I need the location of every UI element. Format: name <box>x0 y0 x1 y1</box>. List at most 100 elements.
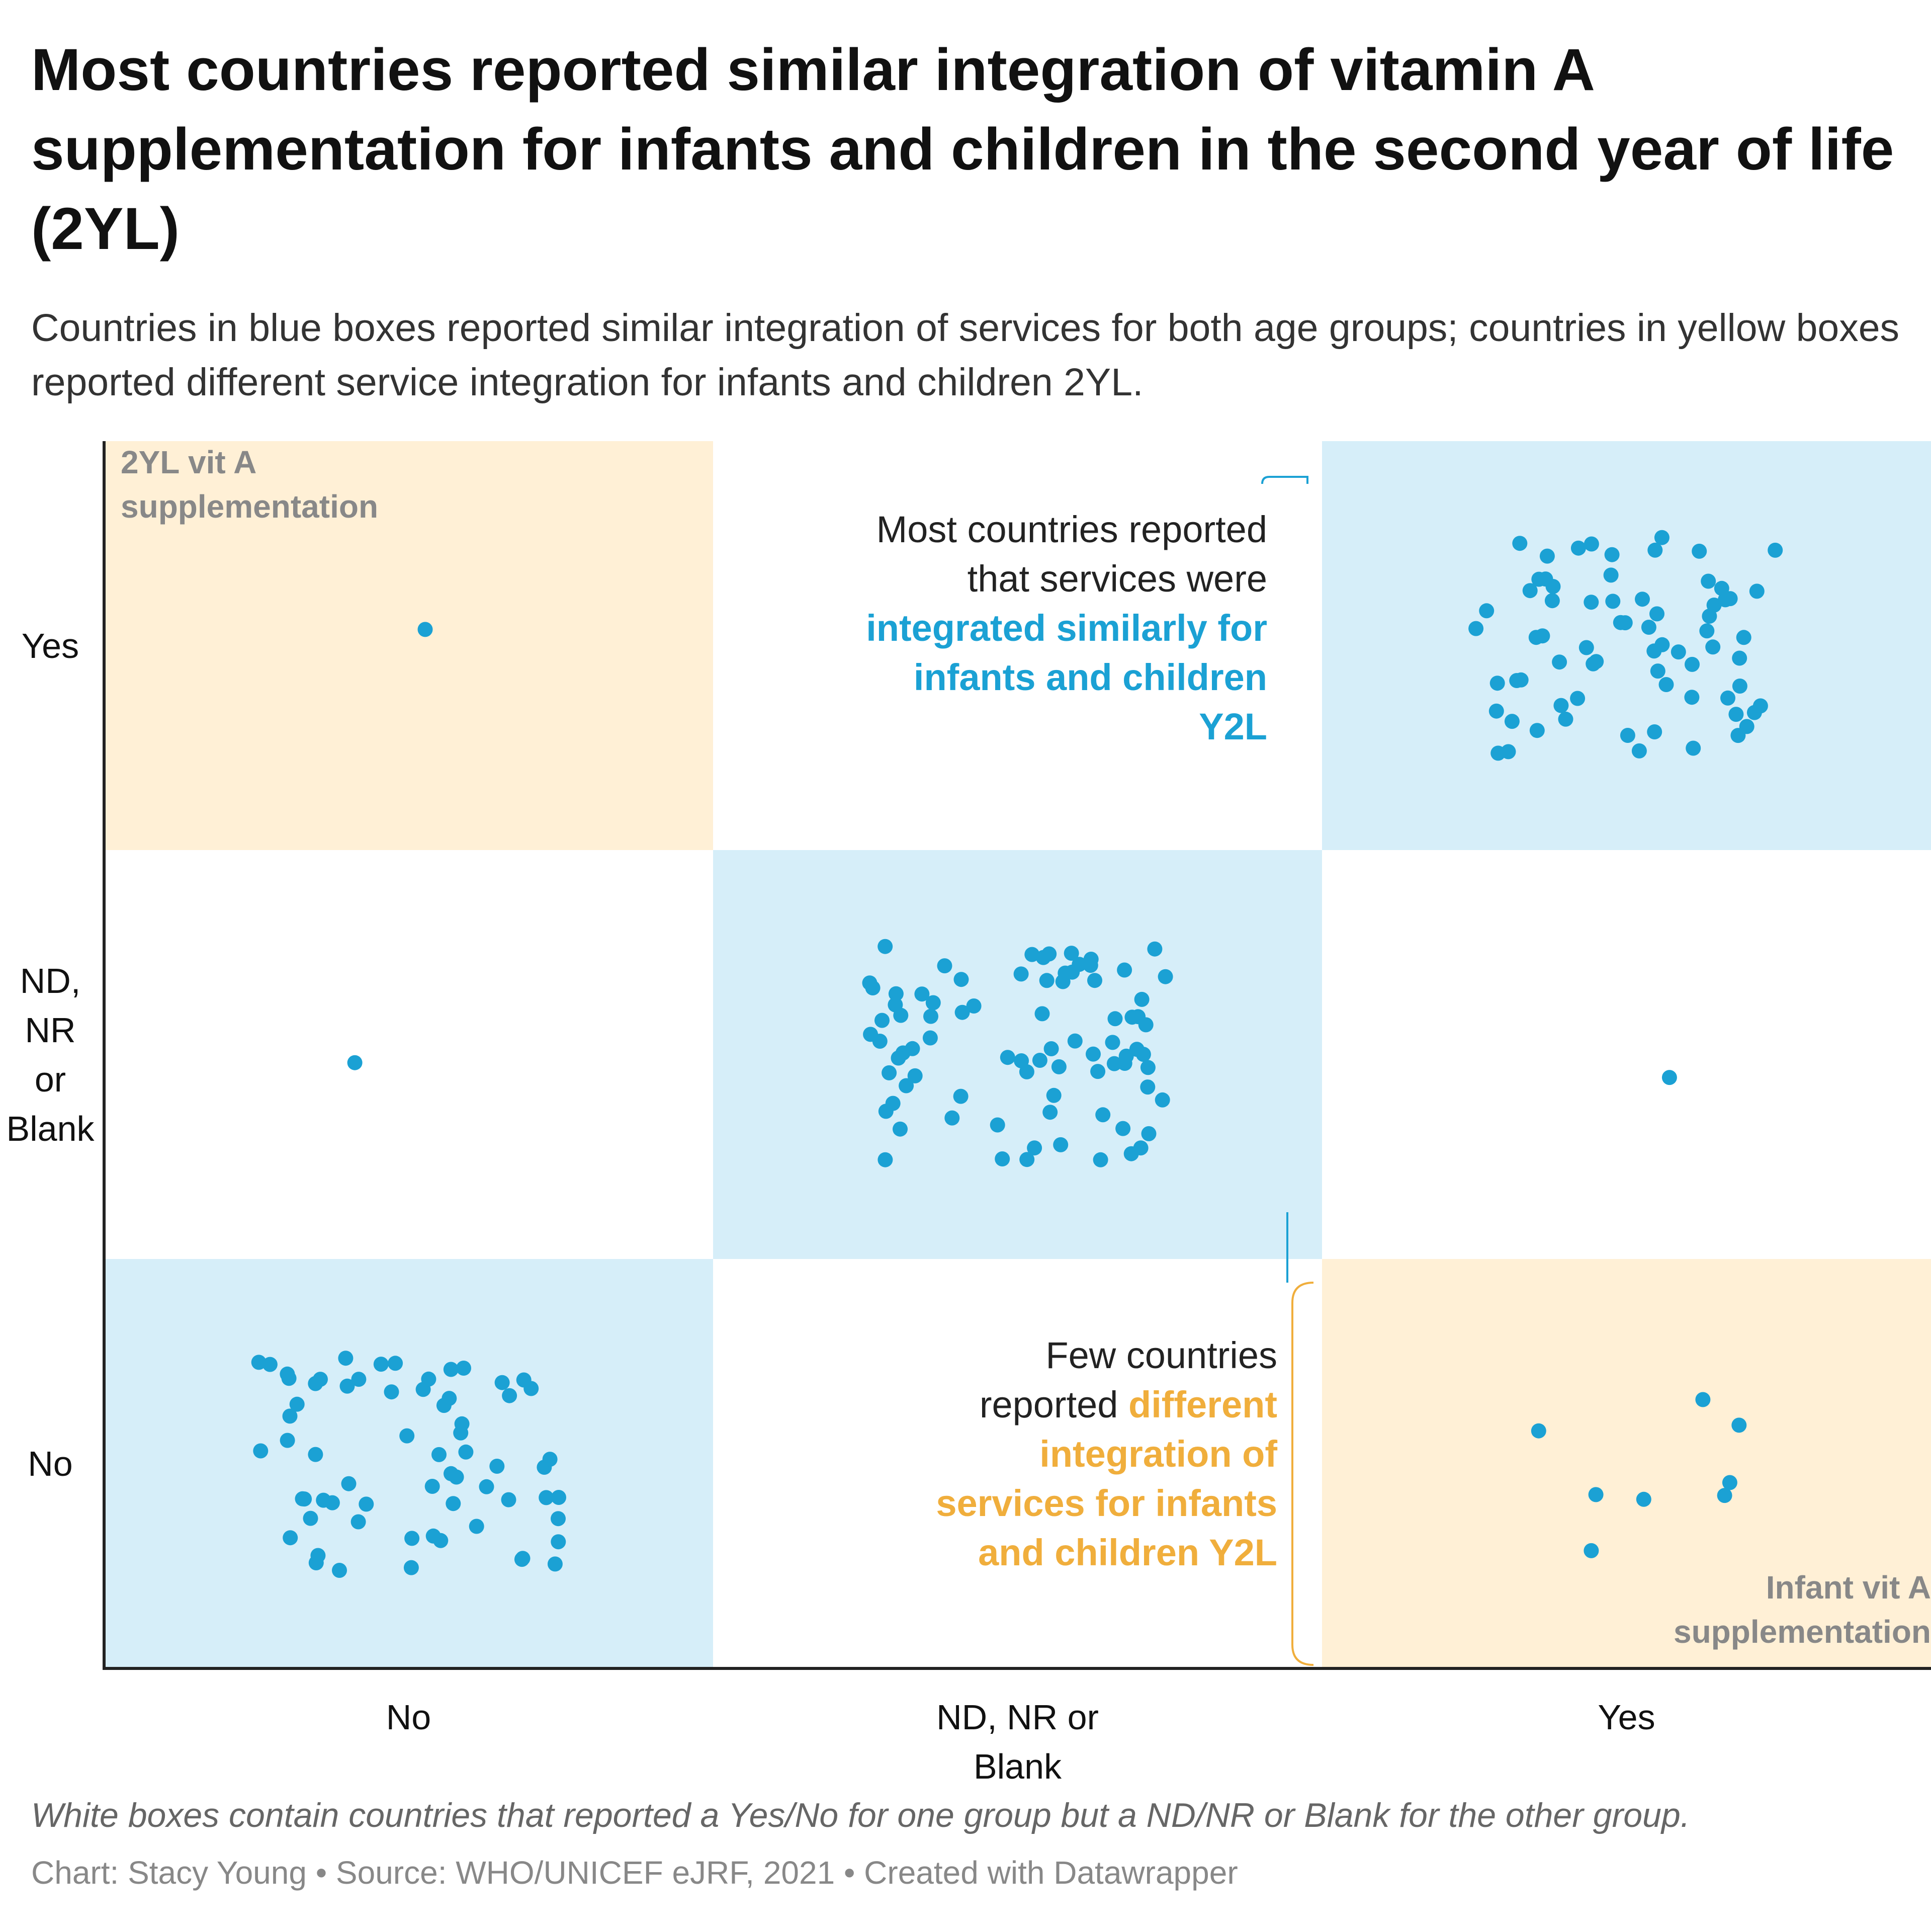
annotation-similar: Most countries reported that services we… <box>855 505 1267 751</box>
country-dot <box>1578 640 1594 655</box>
country-dot <box>1701 573 1716 589</box>
country-dot <box>1027 1140 1042 1156</box>
country-dot <box>310 1548 326 1563</box>
country-dot <box>1604 547 1620 562</box>
country-dot <box>1722 1475 1737 1490</box>
country-dot <box>303 1510 318 1526</box>
country-dot <box>1695 1392 1711 1407</box>
country-dot <box>341 1476 357 1491</box>
country-dot <box>1504 714 1520 729</box>
cell-yes-x-yes <box>1322 441 1931 850</box>
country-dot <box>1552 654 1567 670</box>
country-dot <box>1647 724 1662 739</box>
country-dot <box>1570 540 1586 556</box>
country-dot <box>1087 973 1102 988</box>
country-dot <box>872 1034 888 1049</box>
country-dot <box>1620 728 1635 743</box>
country-dot <box>966 998 982 1014</box>
cell-yes-x-nd-nr-or-blank <box>1322 850 1931 1259</box>
country-dot <box>1041 946 1057 962</box>
country-dot <box>1635 592 1650 607</box>
country-dot <box>885 1096 901 1111</box>
country-dot <box>1699 623 1715 639</box>
country-dot <box>1646 643 1662 659</box>
scatter-chart <box>103 441 1931 1670</box>
country-dot <box>1090 1064 1106 1079</box>
country-dot <box>542 1452 558 1467</box>
country-dot <box>359 1496 374 1512</box>
country-dot <box>1095 1107 1111 1123</box>
country-dot <box>399 1428 415 1444</box>
country-dot <box>990 1117 1005 1133</box>
country-dot <box>253 1443 269 1459</box>
country-dot <box>1058 965 1073 981</box>
country-dot <box>1718 592 1733 608</box>
country-dot <box>905 1041 920 1056</box>
country-dot <box>308 1447 323 1462</box>
bracket-different <box>1291 1282 1314 1666</box>
country-dot <box>1661 1070 1677 1085</box>
annotation-similar-highlight: integrated similarly for infants and chi… <box>866 607 1267 747</box>
country-dot <box>877 939 893 954</box>
country-dot <box>308 1376 323 1391</box>
country-dot <box>1705 639 1721 655</box>
country-dot <box>1584 595 1599 610</box>
country-dot <box>1717 1488 1732 1503</box>
country-dot <box>1658 677 1674 692</box>
country-dot <box>1072 957 1087 972</box>
country-dot <box>489 1459 505 1474</box>
country-dot <box>937 958 952 974</box>
country-dot <box>1529 723 1545 738</box>
annotation-brackets <box>1261 476 1314 1666</box>
country-dot <box>865 980 881 995</box>
country-dot <box>888 986 904 1001</box>
country-dot <box>1509 673 1525 688</box>
country-dot <box>1158 969 1173 984</box>
country-dot <box>1032 1053 1047 1068</box>
country-dot <box>888 997 903 1013</box>
country-dot <box>1545 579 1561 594</box>
country-dot <box>417 622 433 637</box>
country-dot <box>442 1391 457 1406</box>
country-dot <box>1636 1491 1651 1507</box>
country-dot <box>1739 719 1754 734</box>
country-dot <box>403 1560 419 1575</box>
country-dot <box>1512 536 1528 551</box>
country-dot <box>1584 1543 1599 1558</box>
dots-layer <box>251 530 1783 1578</box>
country-dot <box>899 1078 914 1094</box>
country-dot <box>479 1479 494 1494</box>
country-dot <box>1728 707 1744 722</box>
country-dot <box>433 1533 449 1548</box>
country-dot <box>1105 1035 1120 1050</box>
cell-no-x-yes <box>104 441 713 850</box>
country-dot <box>1684 690 1700 705</box>
country-dot <box>914 986 930 1002</box>
country-dot <box>1034 1006 1050 1022</box>
country-dot <box>1147 941 1163 957</box>
country-dot <box>1019 1064 1034 1079</box>
country-dot <box>551 1490 566 1505</box>
country-dot <box>1702 609 1717 624</box>
country-dot <box>388 1356 403 1371</box>
country-dot <box>1043 1041 1059 1056</box>
country-dot <box>923 1009 938 1024</box>
country-dot <box>893 1121 908 1137</box>
country-dot <box>289 1396 305 1412</box>
country-dot <box>1544 593 1560 609</box>
country-dot <box>347 1055 363 1070</box>
country-dot <box>421 1371 436 1387</box>
country-dot <box>501 1492 516 1507</box>
country-dot <box>1118 1048 1134 1064</box>
country-dot <box>1584 536 1599 552</box>
country-dot <box>1714 580 1729 596</box>
country-dot <box>877 1152 893 1167</box>
country-dot <box>1732 679 1747 694</box>
country-dot <box>1067 1033 1083 1049</box>
country-dot <box>953 972 969 987</box>
country-dot <box>1138 1017 1154 1033</box>
country-dot <box>1685 656 1700 672</box>
country-dot <box>1155 1092 1170 1108</box>
cell-no-x-nd-nr-or-blank <box>104 850 713 1259</box>
country-dot <box>373 1357 389 1372</box>
